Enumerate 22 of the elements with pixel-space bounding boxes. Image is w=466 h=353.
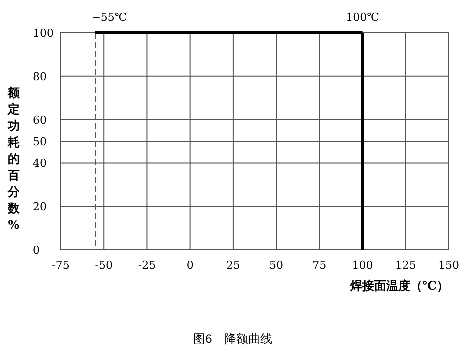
ytick: 40 [33,157,47,170]
xtick: 125 [395,259,416,272]
xtick: 25 [226,259,240,272]
xtick: 100 [352,259,374,272]
xtick: -50 [95,259,113,272]
xtick: -75 [52,259,70,272]
xtick: 0 [186,259,194,272]
text: 额定功耗的百分数% [8,86,20,232]
xtick: 150 [438,259,460,272]
x-axis-title: 焊接面温度（℃） [350,279,449,293]
ytick: 60 [33,114,47,127]
ytick: 80 [33,70,47,84]
ref-line-label: −55℃ [92,11,128,24]
ytick: 100 [33,27,54,40]
caption: 图6 降额曲线 [194,332,272,346]
ytick: 0 [33,244,40,257]
xtick: 50 [270,259,284,272]
xtick: 75 [312,259,327,272]
ytick: 50 [33,136,47,148]
ref-line-label: 100℃ [346,11,380,24]
xtick: -25 [138,259,156,272]
ytick: 20 [33,200,47,214]
